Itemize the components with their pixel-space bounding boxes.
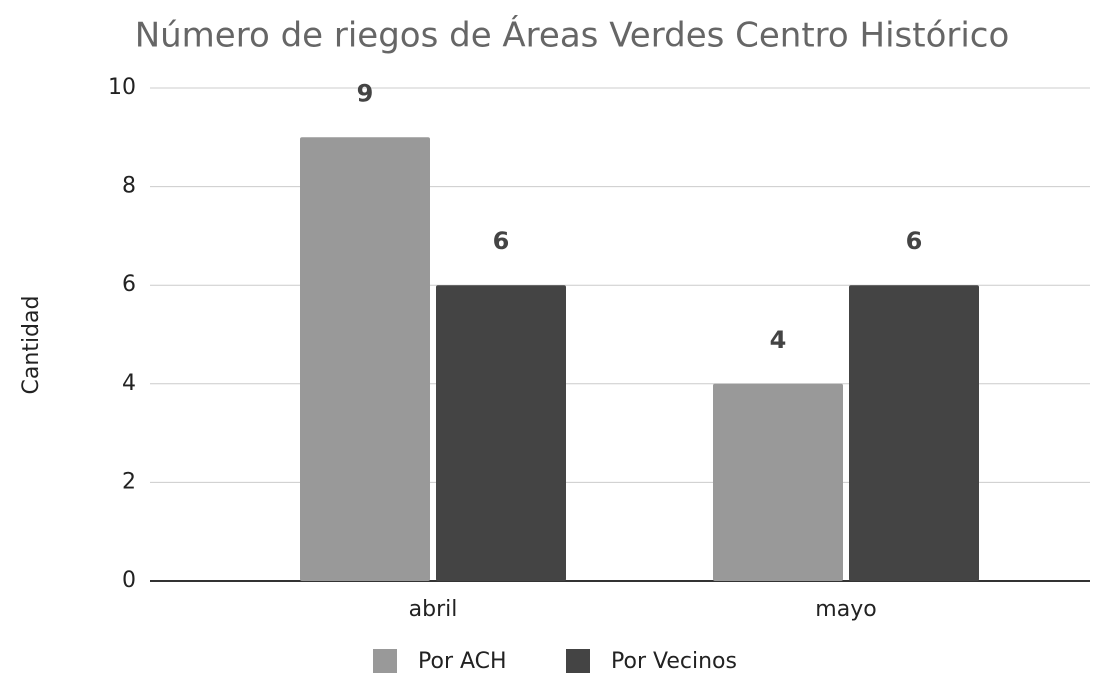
bar xyxy=(436,285,566,581)
x-tick-label: mayo xyxy=(815,597,876,622)
y-tick-label: 0 xyxy=(122,568,136,593)
x-tick-label: abril xyxy=(409,597,458,622)
legend-label: Por Vecinos xyxy=(611,649,737,674)
bar xyxy=(300,137,430,582)
y-tick-label: 6 xyxy=(122,272,136,297)
bar xyxy=(713,383,843,581)
y-tick-label: 8 xyxy=(122,174,136,199)
bar xyxy=(849,285,979,581)
legend-swatch xyxy=(566,649,590,673)
legend-label: Por ACH xyxy=(418,649,507,674)
y-axis-label: Cantidad xyxy=(19,296,44,395)
y-tick-label: 2 xyxy=(122,469,136,494)
value-label: 6 xyxy=(493,227,510,255)
y-tick-label: 10 xyxy=(108,75,136,100)
y-tick-label: 4 xyxy=(122,371,136,396)
chart-title: Número de riegos de Áreas Verdes Centro … xyxy=(135,15,1010,56)
value-label: 6 xyxy=(906,227,923,255)
legend-swatch xyxy=(373,649,397,673)
value-label: 9 xyxy=(357,79,374,107)
value-label: 4 xyxy=(770,326,787,354)
